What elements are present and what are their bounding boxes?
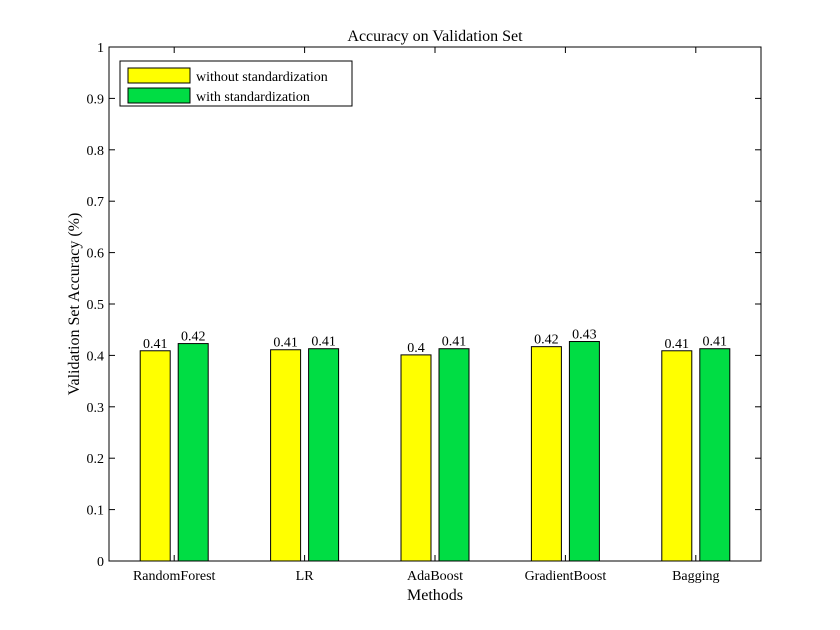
x-tick-label-gradientboost: GradientBoost: [525, 569, 607, 584]
y-tick-label: 0.5: [87, 298, 105, 313]
bar-bagging-without-standardization: [661, 350, 693, 562]
y-tick-label: 0.4: [87, 349, 105, 364]
y-tick-label: 0: [97, 555, 104, 570]
data-label-bagging-without-standardization: 0.41: [665, 337, 690, 352]
y-tick-label: 0.8: [87, 144, 105, 159]
x-axis-label: Methods: [407, 587, 463, 604]
bar-gradientboost-with-standardization: [568, 341, 600, 562]
x-tick-label-bagging: Bagging: [672, 569, 719, 584]
legend: without standardization with standardiza…: [119, 60, 353, 107]
legend-label-with-standardization: with standardization: [196, 90, 310, 105]
data-label-randomforest-without-standardization: 0.41: [143, 337, 168, 352]
legend-swatch-without-standardization: [127, 67, 191, 84]
bar-randomforest-without-standardization: [139, 350, 171, 562]
y-tick-label: 0.9: [87, 92, 105, 107]
data-label-gradientboost-with-standardization: 0.43: [572, 328, 597, 343]
y-tick-label: 0.1: [87, 504, 105, 519]
legend-swatch-with-standardization: [127, 87, 191, 104]
legend-label-without-standardization: without standardization: [196, 70, 328, 85]
data-label-bagging-with-standardization: 0.41: [703, 335, 728, 350]
bar-lr-with-standardization: [308, 348, 340, 562]
data-label-gradientboost-without-standardization: 0.42: [534, 333, 559, 348]
y-tick-label: 0.2: [87, 452, 105, 467]
bar-randomforest-with-standardization: [177, 343, 209, 562]
y-tick-label: 0.6: [87, 247, 105, 262]
y-tick-label: 1: [97, 41, 104, 56]
bar-adaboost-with-standardization: [438, 348, 470, 562]
bar-gradientboost-without-standardization: [530, 346, 562, 562]
chart-title: Accuracy on Validation Set: [347, 28, 523, 45]
y-axis-label: Validation Set Accuracy (%): [66, 213, 83, 396]
bars-layer: 0.41 0.42 0.41 0.41 0.4 0.41 0.42 0.43 0.41 0.41: [139, 328, 731, 562]
data-label-lr-without-standardization: 0.41: [273, 336, 298, 351]
x-tick-label-lr: LR: [296, 569, 315, 584]
bar-lr-without-standardization: [270, 349, 302, 562]
data-label-adaboost-with-standardization: 0.41: [442, 335, 467, 350]
bar-adaboost-without-standardization: [400, 354, 432, 562]
y-tick-label: 0.3: [87, 401, 105, 416]
x-tick-label-adaboost: AdaBoost: [407, 569, 463, 584]
data-label-adaboost-without-standardization: 0.4: [407, 341, 425, 356]
x-tick-label-randomforest: RandomForest: [133, 569, 216, 584]
y-tick-label: 0.7: [87, 195, 105, 210]
axes-layer: 0 0.1 0.2 0.3 0.4 0.5 0.6 0.7 0.8 0.9 1 RandomFores…: [87, 41, 761, 584]
bar-bagging-with-standardization: [699, 348, 731, 562]
plot-area: [108, 46, 762, 562]
data-label-randomforest-with-standardization: 0.42: [181, 330, 206, 345]
data-label-lr-with-standardization: 0.41: [311, 335, 336, 350]
